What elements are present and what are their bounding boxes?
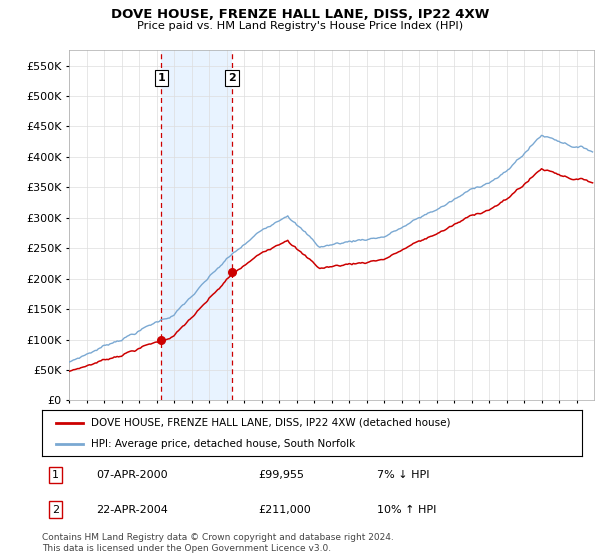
Text: 07-APR-2000: 07-APR-2000 (96, 470, 167, 480)
Text: DOVE HOUSE, FRENZE HALL LANE, DISS, IP22 4XW (detached house): DOVE HOUSE, FRENZE HALL LANE, DISS, IP22… (91, 418, 450, 428)
Text: £211,000: £211,000 (258, 505, 311, 515)
Bar (161, 50, 232, 400)
Text: 2: 2 (228, 73, 236, 83)
Text: 1: 1 (157, 73, 165, 83)
Text: £99,955: £99,955 (258, 470, 304, 480)
Text: DOVE HOUSE, FRENZE HALL LANE, DISS, IP22 4XW: DOVE HOUSE, FRENZE HALL LANE, DISS, IP22… (111, 8, 489, 21)
Text: 10% ↑ HPI: 10% ↑ HPI (377, 505, 436, 515)
Text: 2: 2 (52, 505, 59, 515)
Text: 7% ↓ HPI: 7% ↓ HPI (377, 470, 430, 480)
Text: Contains HM Land Registry data © Crown copyright and database right 2024.
This d: Contains HM Land Registry data © Crown c… (42, 533, 394, 553)
Text: 1: 1 (52, 470, 59, 480)
Text: HPI: Average price, detached house, South Norfolk: HPI: Average price, detached house, Sout… (91, 439, 355, 449)
Text: 22-APR-2004: 22-APR-2004 (96, 505, 168, 515)
Text: Price paid vs. HM Land Registry's House Price Index (HPI): Price paid vs. HM Land Registry's House … (137, 21, 463, 31)
